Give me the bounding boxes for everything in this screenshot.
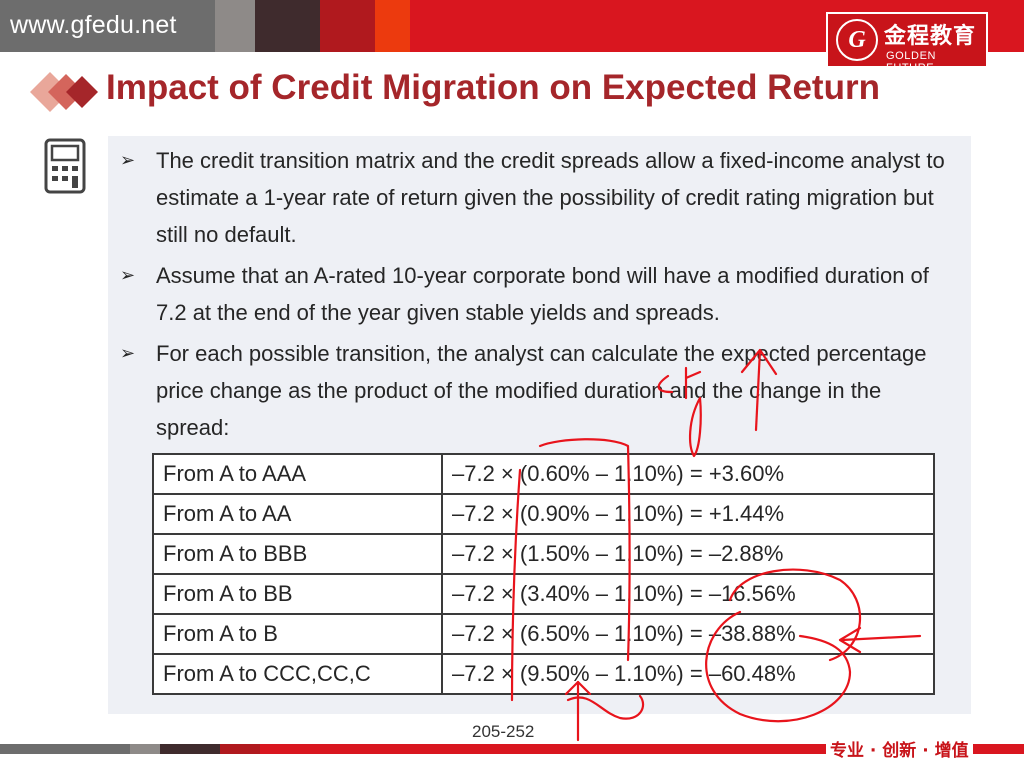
bullet-text: The credit transition matrix and the cre… [156,148,945,247]
company-logo: G 金程教育 GOLDEN FUTURE [826,12,988,74]
bullet-text: Assume that an A-rated 10-year corporate… [156,263,929,325]
bullet-item: ➢ The credit transition matrix and the c… [120,142,960,253]
banner-segment [320,0,375,52]
bullet-list: ➢ The credit transition matrix and the c… [120,142,960,450]
table-row: From A to AA –7.2 × (0.90% – 1.10%) = +1… [152,493,935,535]
banner-segment [375,0,410,52]
banner-segment [220,744,260,754]
arrow-bullet-icon: ➢ [120,150,136,170]
slide-title: Impact of Credit Migration on Expected R… [106,68,880,107]
transition-cell: From A to AA [152,493,443,535]
table-row: From A to AAA –7.2 × (0.60% – 1.10%) = +… [152,453,935,495]
banner-segment [255,0,320,52]
banner-segment [0,0,215,52]
arrow-bullet-icon: ➢ [120,343,136,363]
banner-segment [0,744,130,754]
transition-cell: From A to AAA [152,453,443,495]
banner-segment [160,744,220,754]
calculator-icon [44,138,86,194]
logo-seal-icon: G [836,19,878,61]
calculation-cell: –7.2 × (9.50% – 1.10%) = –60.48% [441,653,935,695]
diamond-bullet-icon [30,72,98,112]
footer-slogan: 专业 · 创新 · 增值 [826,736,973,761]
transition-cell: From A to BB [152,573,443,615]
table-row: From A to BBB –7.2 × (1.50% – 1.10%) = –… [152,533,935,575]
banner-segment [130,744,160,754]
calculation-cell: –7.2 × (0.90% – 1.10%) = +1.44% [441,493,935,535]
bullet-item: ➢ Assume that an A-rated 10-year corpora… [120,257,960,331]
table-row: From A to BB –7.2 × (3.40% – 1.10%) = –1… [152,573,935,615]
calculation-cell: –7.2 × (0.60% – 1.10%) = +3.60% [441,453,935,495]
bullet-text: For each possible transition, the analys… [156,341,927,440]
bullet-item: ➢ For each possible transition, the anal… [120,335,960,446]
banner-segment [260,744,1024,754]
calculation-cell: –7.2 × (3.40% – 1.10%) = –16.56% [441,573,935,615]
migration-table: From A to AAA –7.2 × (0.60% – 1.10%) = +… [152,453,935,695]
table-row: From A to B –7.2 × (6.50% – 1.10%) = –38… [152,613,935,655]
transition-cell: From A to B [152,613,443,655]
transition-cell: From A to CCC,CC,C [152,653,443,695]
calculation-cell: –7.2 × (1.50% – 1.10%) = –2.88% [441,533,935,575]
banner-segment [215,0,255,52]
page-number: 205-252 [472,722,535,741]
site-url[interactable]: www.gfedu.net [10,11,177,39]
logo-english-name: GOLDEN FUTURE [886,50,937,74]
bottom-banner [0,744,1024,754]
transition-cell: From A to BBB [152,533,443,575]
logo-chinese-name: 金程教育 [884,24,977,49]
calculation-cell: –7.2 × (6.50% – 1.10%) = –38.88% [441,613,935,655]
arrow-bullet-icon: ➢ [120,265,136,285]
table-row: From A to CCC,CC,C –7.2 × (9.50% – 1.10%… [152,653,935,695]
